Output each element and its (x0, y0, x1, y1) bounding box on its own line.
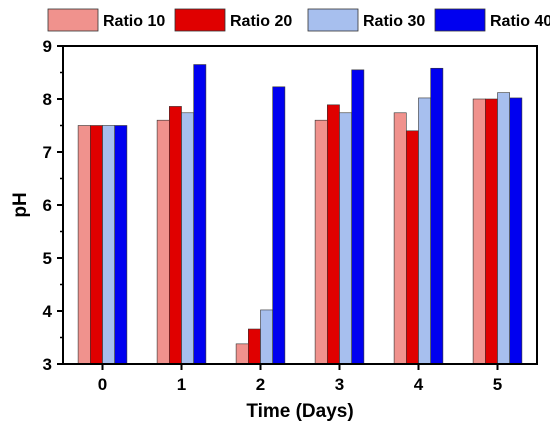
y-tick-label: 6 (43, 196, 52, 215)
legend-label: Ratio 10 (103, 13, 165, 30)
y-axis-title: pH (10, 192, 31, 217)
axes: 3 4 5 6 7 8 9 0 1 2 3 4 5 (43, 37, 538, 394)
bar (181, 112, 194, 365)
legend-swatch (434, 8, 486, 32)
bar (326, 104, 340, 365)
x-axis-title: Time (Days) (246, 401, 353, 422)
bar (509, 97, 523, 365)
bar (156, 119, 170, 365)
y-tick-label: 3 (43, 355, 52, 374)
legend-label: Ratio 20 (230, 13, 292, 30)
bar (393, 112, 407, 365)
bar (339, 112, 352, 365)
bar (418, 97, 431, 365)
bar (260, 309, 273, 365)
legend-label: Ratio 40 (490, 13, 550, 30)
y-tick-label: 7 (43, 143, 52, 162)
y-tick-label: 5 (43, 249, 52, 268)
bar (169, 106, 182, 365)
y-tick-label: 9 (43, 37, 52, 56)
bar (472, 98, 486, 365)
x-tick-label: 1 (177, 375, 186, 394)
y-tick-label: 4 (43, 302, 53, 321)
bar (497, 92, 510, 365)
legend: Ratio 10 Ratio 20 Ratio 30 Ratio 40 (47, 8, 550, 32)
bar (114, 125, 128, 365)
x-tick-label: 2 (256, 375, 265, 394)
bar (405, 130, 419, 365)
legend-swatch (174, 8, 226, 32)
x-tick-label: 3 (335, 375, 344, 394)
x-tick-label: 0 (98, 375, 107, 394)
bar (351, 69, 365, 365)
bar (430, 67, 444, 365)
bar (484, 98, 498, 365)
bar (90, 125, 103, 365)
bar (248, 328, 261, 365)
bar (193, 64, 207, 365)
bar (77, 125, 91, 365)
bar (235, 343, 249, 365)
bars (77, 64, 523, 365)
plot-frame (62, 45, 538, 365)
x-tick-label: 5 (493, 375, 502, 394)
legend-swatch (47, 8, 99, 32)
legend-label: Ratio 30 (363, 13, 425, 30)
y-tick-label: 8 (43, 90, 52, 109)
legend-swatch (307, 8, 359, 32)
x-tick-label: 4 (414, 375, 424, 394)
bar (314, 119, 328, 365)
bar (102, 125, 115, 365)
bar (272, 86, 286, 365)
